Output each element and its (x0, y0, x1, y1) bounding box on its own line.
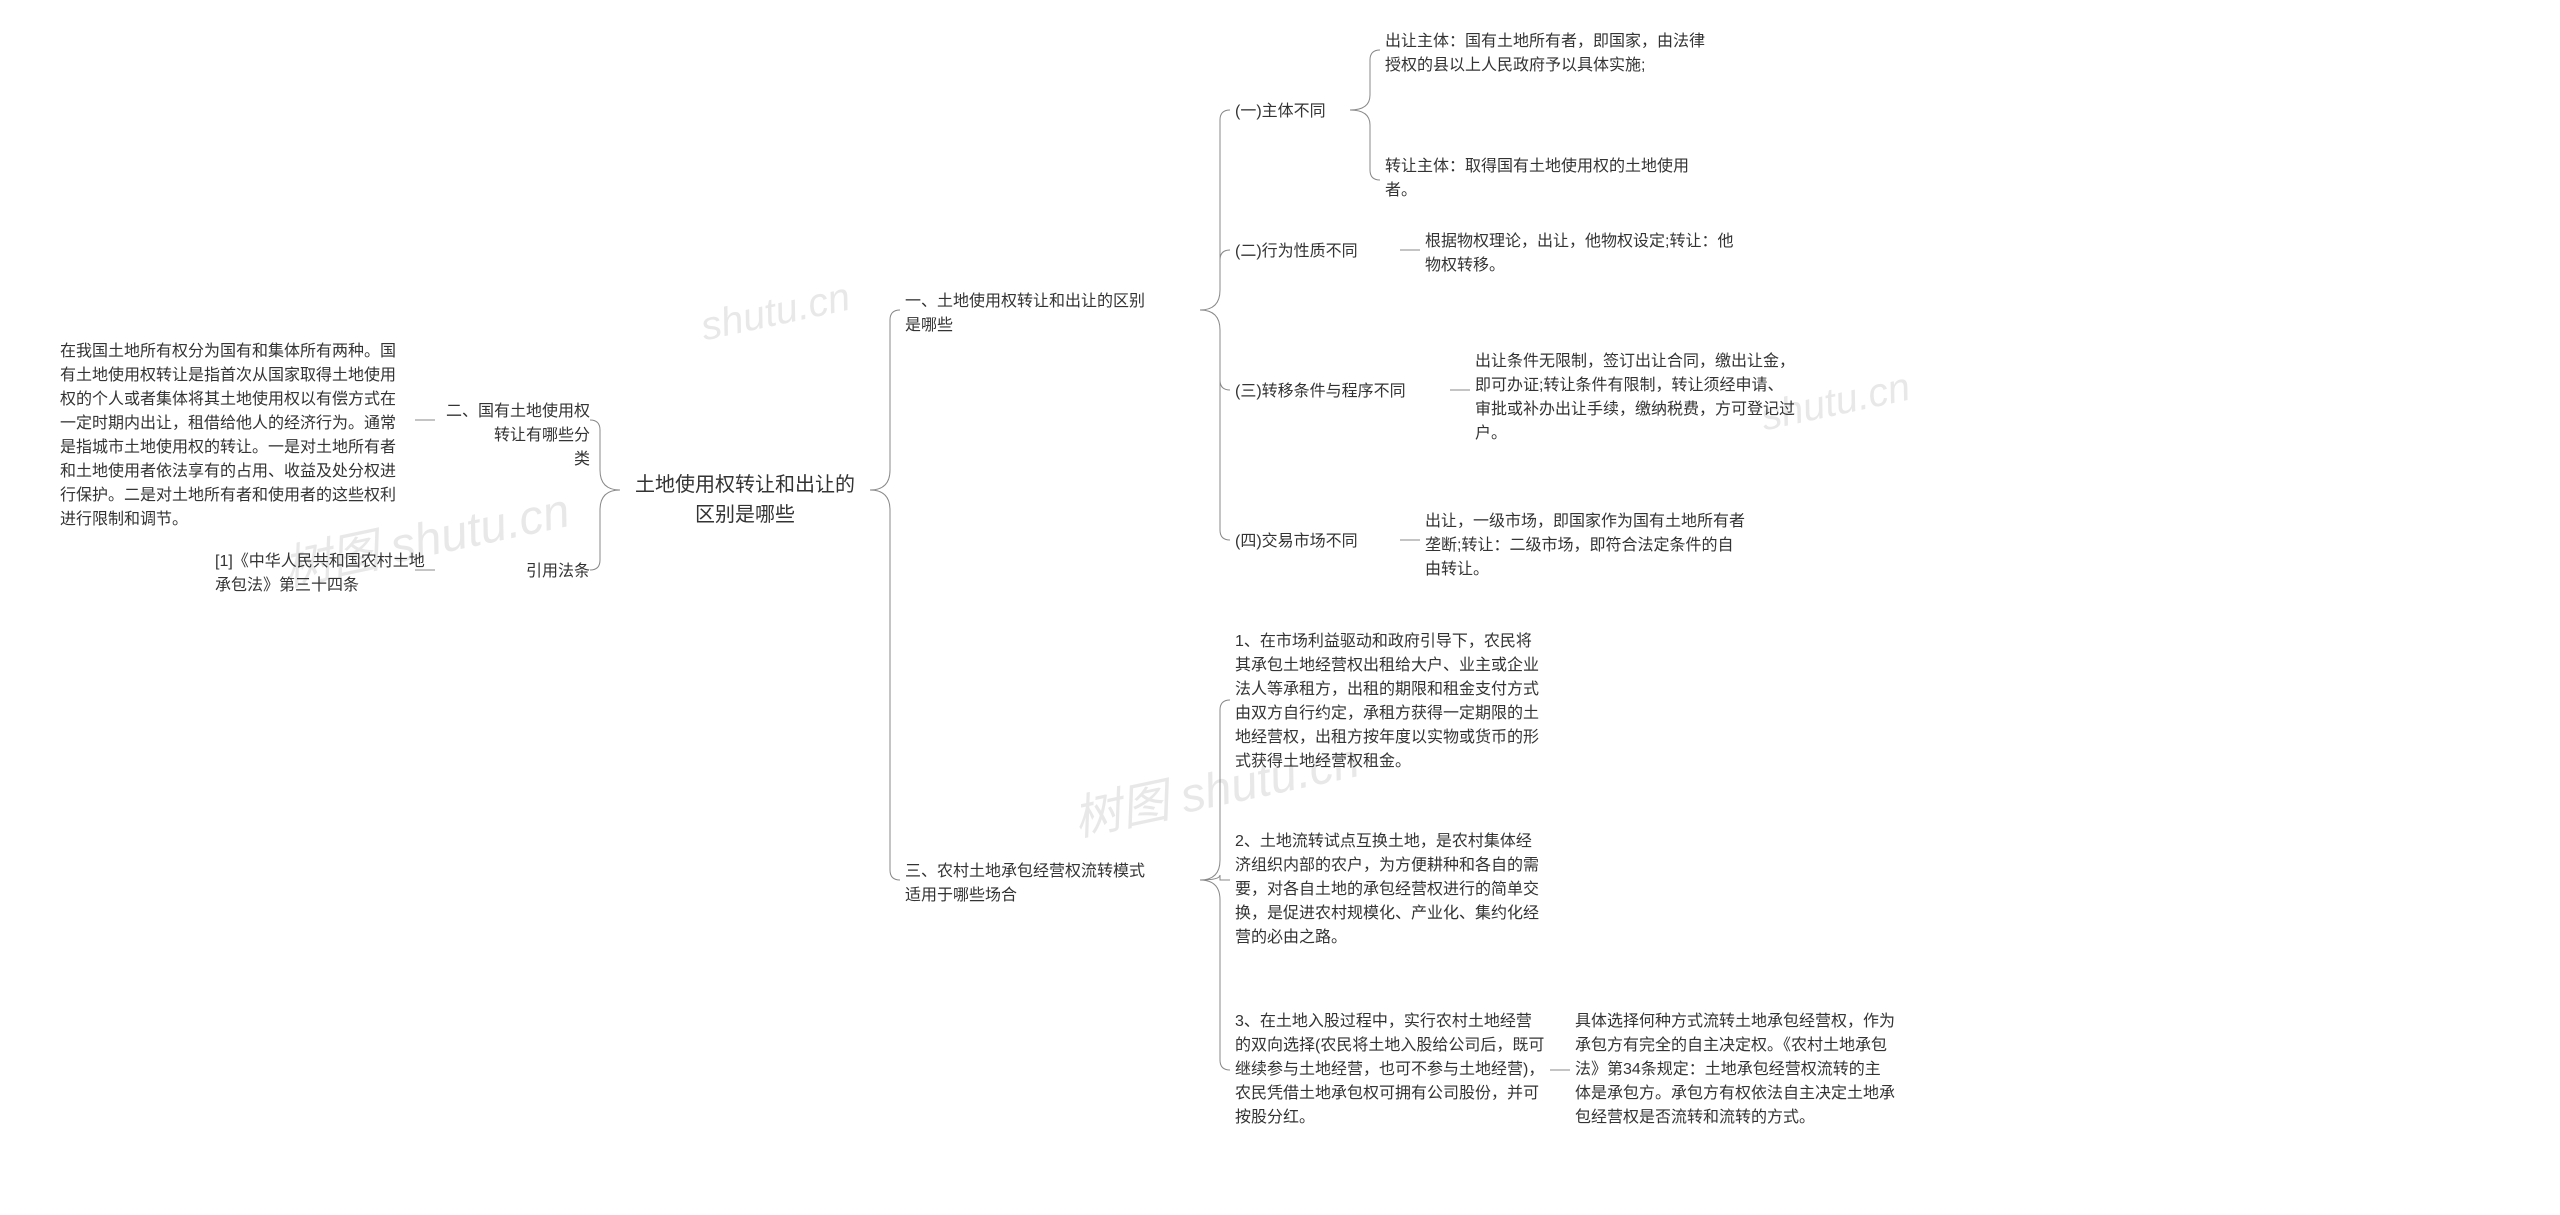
branch-1-c4-leaf: 出让，一级市场，即国家作为国有土地所有者垄断;转让：二级市场，即符合法定条件的自… (1425, 510, 1745, 582)
branch-2-label-1: 二、国有土地使用权转让有哪些分 (440, 400, 590, 448)
branch-3-leaf3: 3、在土地入股过程中，实行农村土地经营的双向选择(农民将土地入股给公司后，既可继… (1235, 1010, 1545, 1130)
branch-2-label-2: 类 (440, 448, 590, 472)
root-label-1: 土地使用权转让和出让的 (630, 470, 860, 500)
branch-1-c2-leaf: 根据物权理论，出让，他物权设定;转让：他物权转移。 (1425, 230, 1735, 278)
branch-2-leaf: 在我国土地所有权分为国有和集体所有两种。国有土地使用权转让是指首次从国家取得土地… (60, 340, 410, 532)
mindmap-canvas: 树图 shutu.cn 树图 shutu.cn shutu.cn shutu.c… (0, 0, 2560, 1215)
root-node: 土地使用权转让和出让的 区别是哪些 (630, 470, 860, 530)
branch-1-c2: (二)行为性质不同 (1235, 240, 1385, 264)
branch-1-c1-leaf1: 出让主体：国有土地所有者，即国家，由法律授权的县以上人民政府予以具体实施; (1385, 30, 1705, 78)
branch-1-c3-leaf: 出让条件无限制，签订出让合同，缴出让金，即可办证;转让条件有限制，转让须经申请、… (1475, 350, 1795, 446)
branch-2: 二、国有土地使用权转让有哪些分 类 (440, 400, 590, 472)
branch-1-c1-leaf2: 转让主体：取得国有土地使用权的土地使用者。 (1385, 155, 1705, 203)
branch-1-c1: (一)主体不同 (1235, 100, 1345, 124)
branch-1: 一、土地使用权转让和出让的区别 是哪些 (905, 290, 1195, 338)
root-label-2: 区别是哪些 (630, 500, 860, 530)
branch-3-label-1: 三、农村土地承包经营权流转模式 (905, 860, 1195, 884)
branch-1-label-2: 是哪些 (905, 314, 1195, 338)
branch-ref-leaf: [1]《中华人民共和国农村土地承包法》第三十四条 (215, 550, 425, 598)
branch-3-leaf2: 2、土地流转试点互换土地，是农村集体经济组织内部的农户，为方便耕种和各自的需要，… (1235, 830, 1545, 950)
branch-3-label-2: 适用于哪些场合 (905, 884, 1195, 908)
branch-1-label-1: 一、土地使用权转让和出让的区别 (905, 290, 1195, 314)
branch-3-leaf3-extra: 具体选择何种方式流转土地承包经营权，作为承包方有完全的自主决定权。《农村土地承包… (1575, 1010, 1895, 1130)
branch-1-c4: (四)交易市场不同 (1235, 530, 1385, 554)
branch-ref: 引用法条 (500, 560, 590, 584)
branch-3-leaf1: 1、在市场利益驱动和政府引导下，农民将其承包土地经营权出租给大户、业主或企业法人… (1235, 630, 1545, 774)
branch-1-c3: (三)转移条件与程序不同 (1235, 380, 1435, 404)
branch-3: 三、农村土地承包经营权流转模式 适用于哪些场合 (905, 860, 1195, 908)
